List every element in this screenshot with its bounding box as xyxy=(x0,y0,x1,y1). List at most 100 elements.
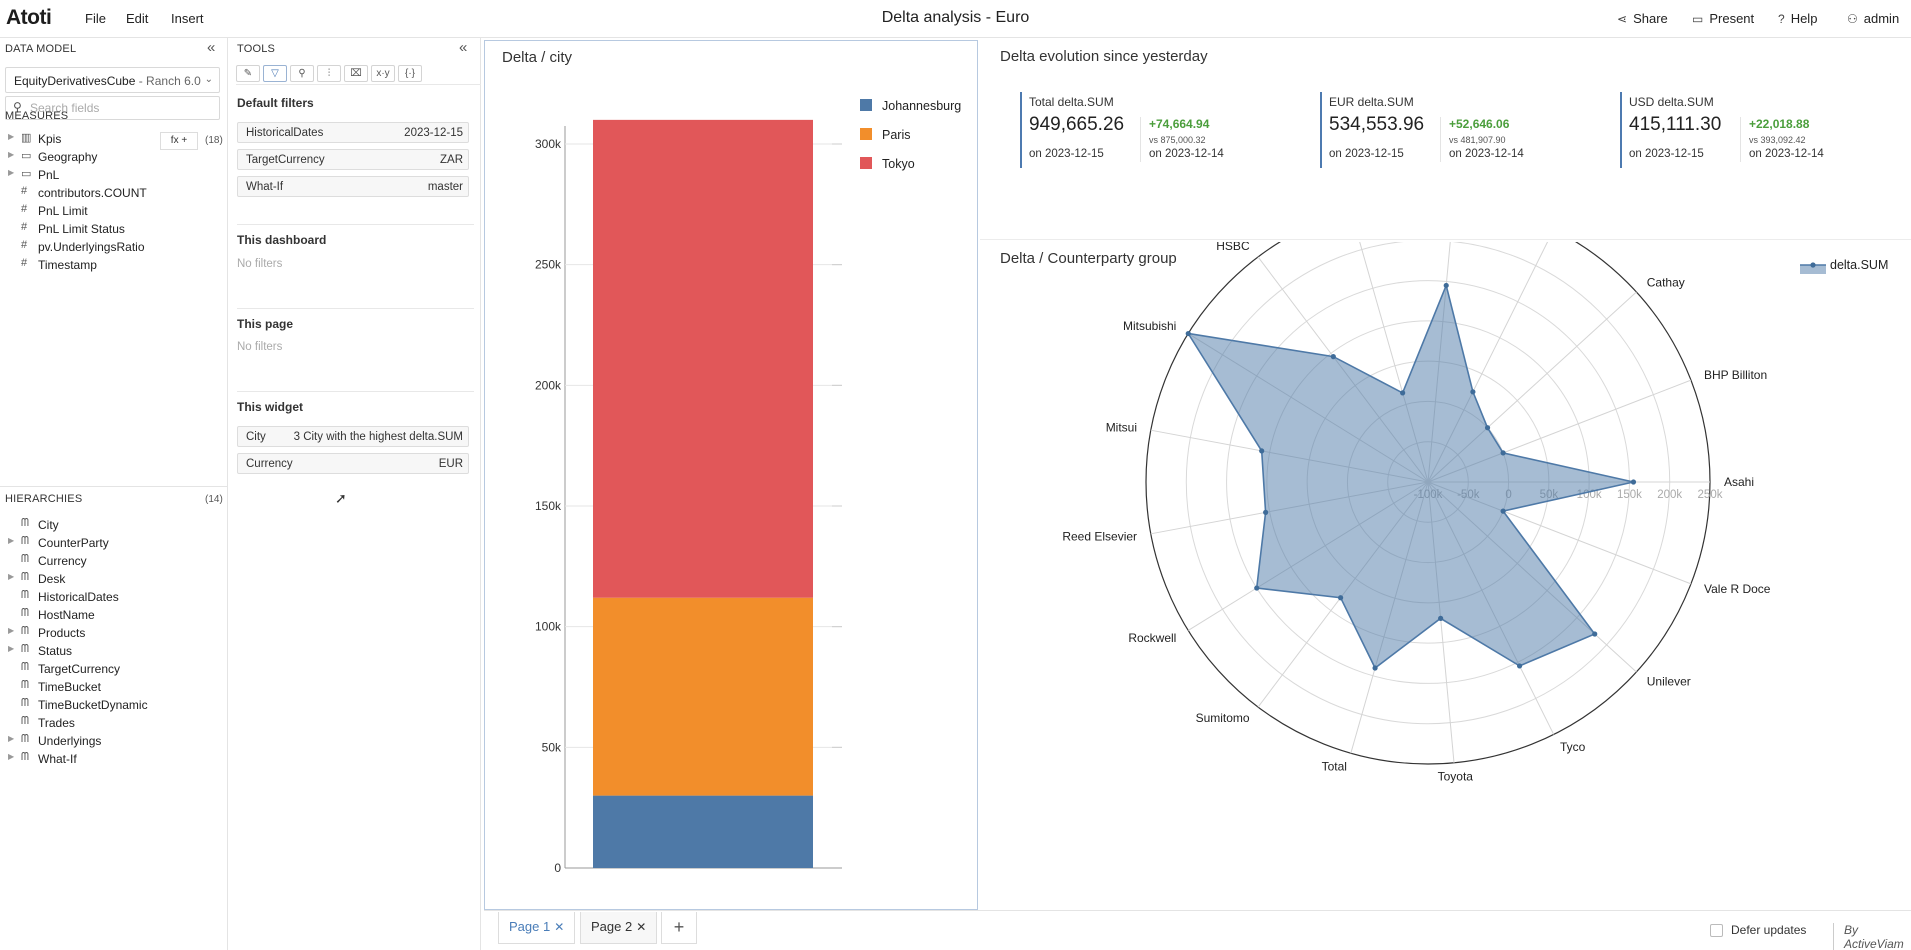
hierarchy-label: Desk xyxy=(38,572,66,586)
expand-arrow-icon[interactable]: ▶ xyxy=(8,168,15,177)
menu-edit[interactable]: Edit xyxy=(126,11,149,26)
filter-what-if[interactable]: What-If master xyxy=(237,176,469,197)
expand-arrow-icon[interactable]: ▶ xyxy=(8,536,15,545)
collapse-icon[interactable]: « xyxy=(459,39,468,56)
radar-data-point[interactable] xyxy=(1372,665,1378,671)
expand-arrow-icon[interactable]: ▶ xyxy=(8,132,15,141)
close-icon[interactable]: ✕ xyxy=(636,920,647,934)
measure-pnl-limit-status[interactable]: # PnL Limit Status xyxy=(0,220,226,238)
filter-currency[interactable]: Currency EUR xyxy=(237,453,469,474)
hierarchy-hostname[interactable]: ᗰ HostName xyxy=(0,606,226,624)
radar-data-point[interactable] xyxy=(1259,448,1265,454)
cube-selector[interactable]: EquityDerivativesCube - Ranch 6.0 ⌄ xyxy=(5,67,220,93)
kpi-card[interactable]: USD delta.SUM 415,111.30 on 2023-12-15 +22,… xyxy=(1620,92,1911,172)
code-icon[interactable]: {·} xyxy=(398,65,422,82)
radar-data-point[interactable] xyxy=(1263,509,1269,515)
page-tab-2[interactable]: Page 2 ✕ xyxy=(580,912,658,944)
measure-pnl-limit[interactable]: # PnL Limit xyxy=(0,202,226,220)
hierarchy-targetcurrency[interactable]: ᗰ TargetCurrency xyxy=(0,660,226,678)
filter-targetcurrency[interactable]: TargetCurrency ZAR xyxy=(237,149,469,170)
search-input[interactable] xyxy=(30,100,215,116)
radar-category-label: BHP Billiton xyxy=(1704,368,1767,382)
radar-data-point[interactable] xyxy=(1500,508,1506,514)
hierarchy-what-if[interactable]: ▶ ᗰ What-If xyxy=(0,750,226,768)
formula-icon[interactable]: ⌧ xyxy=(344,65,368,82)
add-page-button[interactable]: + xyxy=(661,912,697,944)
radar-data-point[interactable] xyxy=(1438,615,1444,621)
hierarchy-currency[interactable]: ᗰ Currency xyxy=(0,552,226,570)
expand-arrow-icon[interactable]: ▶ xyxy=(8,626,15,635)
expand-arrow-icon[interactable]: ▶ xyxy=(8,644,15,653)
filter-city[interactable]: City 3 City with the highest delta.SUM xyxy=(237,426,469,447)
hierarchy-timebucketdynamic[interactable]: ᗰ TimeBucketDynamic xyxy=(0,696,226,714)
measure-kpis[interactable]: ▶ ▥ Kpis xyxy=(0,130,226,148)
xy-icon[interactable]: x·y xyxy=(371,65,395,82)
radar-data-point[interactable] xyxy=(1254,585,1260,591)
hierarchy-city[interactable]: ᗰ City xyxy=(0,516,226,534)
radar-data-point[interactable] xyxy=(1484,425,1491,431)
dashboard-title[interactable]: Delta analysis - Euro xyxy=(881,9,1030,26)
menu-insert[interactable]: Insert xyxy=(171,11,204,26)
hierarchy-status[interactable]: ▶ ᗰ Status xyxy=(0,642,226,660)
user-menu[interactable]: ⚇ admin xyxy=(1847,11,1899,26)
radar-data-point[interactable] xyxy=(1330,354,1336,360)
measure-pv-underlyingsratio[interactable]: # pv.UnderlyingsRatio xyxy=(0,238,226,256)
radar-data-point[interactable] xyxy=(1592,631,1598,637)
help-button[interactable]: ? Help xyxy=(1778,11,1817,26)
radar-data-point[interactable] xyxy=(1630,479,1637,485)
bar-tokyo[interactable] xyxy=(593,119,813,598)
hierarchy-desk[interactable]: ▶ ᗰ Desk xyxy=(0,570,226,588)
hierarchy-label: What-If xyxy=(38,752,77,766)
filter-historicaldates[interactable]: HistoricalDates 2023-12-15 xyxy=(237,122,469,143)
expand-arrow-icon[interactable]: ▶ xyxy=(8,752,15,761)
hierarchy-underlyings[interactable]: ▶ ᗰ Underlyings xyxy=(0,732,226,750)
radar-series-area[interactable] xyxy=(1186,282,1634,670)
measure-contributors-count[interactable]: # contributors.COUNT xyxy=(0,184,226,202)
legend-label[interactable]: Paris xyxy=(882,128,910,142)
radar-data-point[interactable] xyxy=(1516,663,1523,669)
radar-data-point[interactable] xyxy=(1185,330,1191,337)
radar-data-point[interactable] xyxy=(1338,595,1344,601)
style-icon[interactable]: ⚲ xyxy=(290,65,314,82)
measure-timestamp[interactable]: # Timestamp xyxy=(0,256,226,274)
bar-paris[interactable] xyxy=(593,597,813,796)
hierarchy-timebucket[interactable]: ᗰ TimeBucket xyxy=(0,678,226,696)
kpi-card[interactable]: EUR delta.SUM 534,553.96 on 2023-12-15 +52,… xyxy=(1320,92,1620,172)
hierarchy-trades[interactable]: ᗰ Trades xyxy=(0,714,226,732)
add-measure-button[interactable]: fx + xyxy=(160,132,198,150)
close-icon[interactable]: ✕ xyxy=(554,920,565,934)
delta-counterparty-widget[interactable]: Delta / Counterparty group Asahi BHP Bill… xyxy=(980,242,1911,910)
measure-geography[interactable]: ▶ ▭ Geography xyxy=(0,148,226,166)
radar-data-point[interactable] xyxy=(1400,390,1406,396)
defer-checkbox[interactable] xyxy=(1710,923,1723,937)
hierarchy-products[interactable]: ▶ ᗰ Products xyxy=(0,624,226,642)
hierarchy-historicaldates[interactable]: ᗰ HistoricalDates xyxy=(0,588,226,606)
share-button[interactable]: ⋖ Share xyxy=(1617,11,1668,26)
legend-swatch xyxy=(1800,265,1826,274)
edit-icon[interactable]: ✎ xyxy=(236,65,260,82)
query-icon[interactable]: ⫶ xyxy=(317,65,341,82)
legend-label[interactable]: Johannesburg xyxy=(882,99,961,113)
expand-arrow-icon[interactable]: ▶ xyxy=(8,150,15,159)
expand-arrow-icon[interactable]: ▶ xyxy=(8,572,15,581)
radar-data-point[interactable] xyxy=(1443,282,1449,289)
radar-data-point[interactable] xyxy=(1470,389,1476,395)
hierarchy-counterparty[interactable]: ▶ ᗰ CounterParty xyxy=(0,534,226,552)
kpi-card[interactable]: Total delta.SUM 949,665.26 on 2023-12-15 +7… xyxy=(1020,92,1320,172)
filter-icon[interactable]: ▽ xyxy=(263,65,287,82)
delta-evolution-widget[interactable]: Delta evolution since yesterday Total de… xyxy=(980,40,1911,240)
defer-updates[interactable]: Defer updates xyxy=(1710,923,1806,937)
radar-data-point[interactable] xyxy=(1500,450,1506,456)
menu-file[interactable]: File xyxy=(85,11,106,26)
expand-arrow-icon[interactable]: ▶ xyxy=(8,734,15,743)
divider xyxy=(237,308,474,309)
delta-city-widget[interactable]: Delta / city 0 50k 100k 150k 200k 250k 300k Joh… xyxy=(484,40,978,910)
collapse-icon[interactable]: « xyxy=(207,39,216,56)
page-tab-1[interactable]: Page 1 ✕ xyxy=(498,912,576,944)
legend-label[interactable]: delta.SUM xyxy=(1830,258,1888,272)
present-button[interactable]: ▭ Present xyxy=(1692,11,1754,26)
legend-swatch xyxy=(860,128,872,140)
measure-pnl[interactable]: ▶ ▭ PnL xyxy=(0,166,226,184)
legend-label[interactable]: Tokyo xyxy=(882,157,915,171)
bar-johannesburg[interactable] xyxy=(593,795,813,868)
